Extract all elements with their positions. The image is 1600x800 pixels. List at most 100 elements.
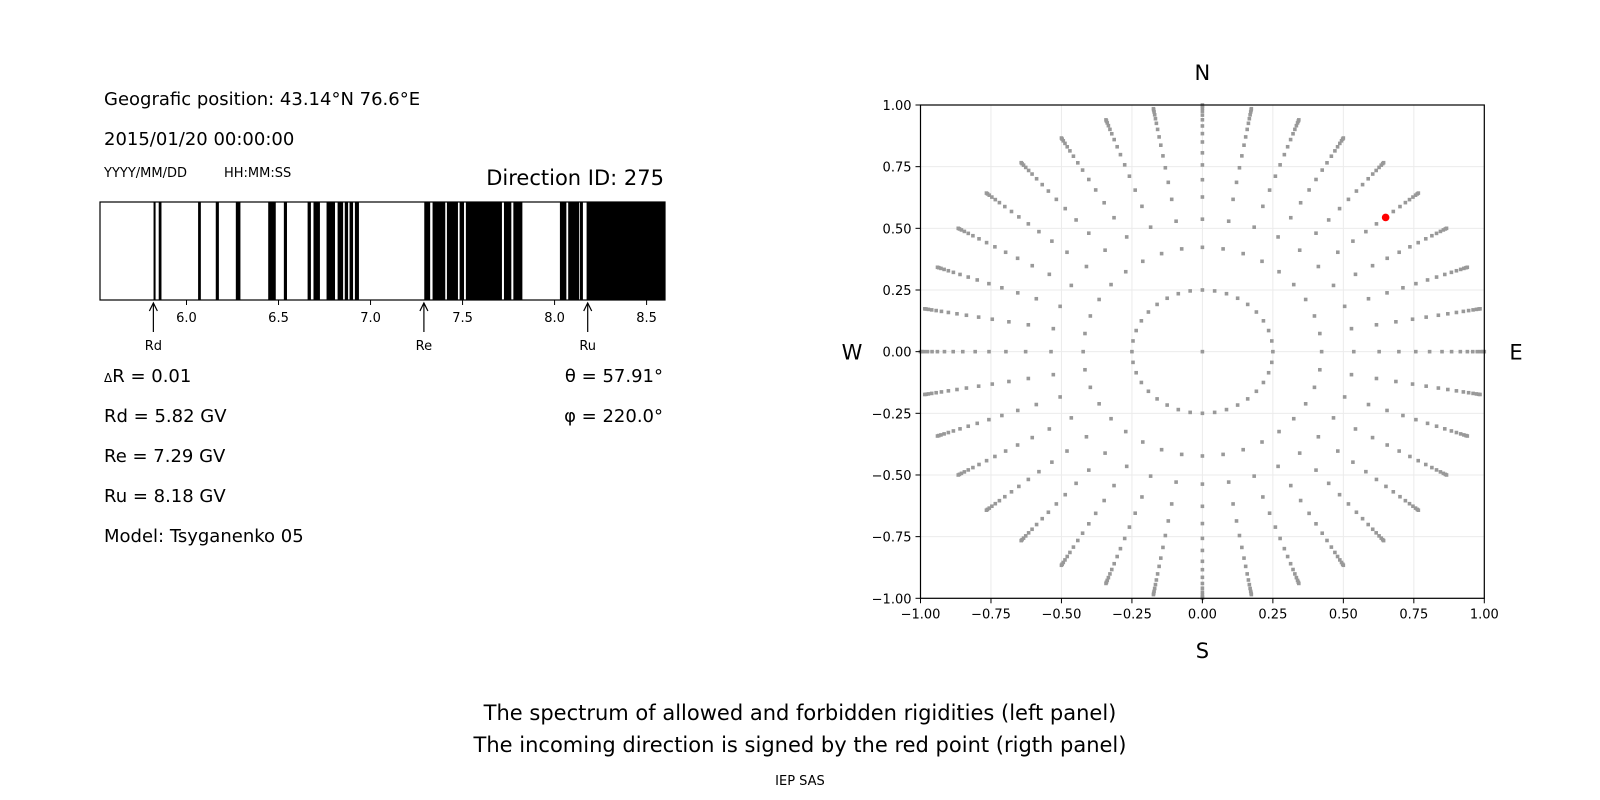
direction-point [1312, 385, 1317, 390]
marker-label: Ru [579, 339, 596, 354]
direction-point [1245, 127, 1249, 132]
direction-point [977, 462, 981, 467]
direction-point [1316, 434, 1321, 439]
direction-point [1436, 386, 1441, 390]
direction-point [1325, 161, 1329, 165]
direction-point [1166, 180, 1171, 185]
direction-point [1224, 407, 1229, 412]
compass-east: E [1509, 341, 1522, 365]
direction-point [1047, 427, 1052, 431]
direction-point [1155, 127, 1160, 132]
direction-point [990, 382, 995, 386]
direction-point [1312, 314, 1317, 318]
direction-point [1157, 135, 1161, 139]
direction-point [987, 417, 991, 422]
direction-point [1241, 447, 1245, 452]
direction-point [1335, 145, 1340, 149]
x-tick-label: 7.0 [360, 311, 381, 326]
forbidden-band [235, 202, 241, 300]
direction-point [1377, 349, 1381, 354]
direction-point [1278, 163, 1282, 167]
direction-point [1471, 308, 1475, 312]
direction-point [1397, 250, 1401, 255]
direction-point [1086, 468, 1091, 472]
time-format-label: HH:MM:SS [224, 166, 291, 181]
direction-point [1200, 567, 1205, 572]
direction-point [1294, 575, 1299, 580]
direction-point [1458, 432, 1463, 436]
delta-r: ΔR = 0.01 [104, 366, 191, 387]
direction-point [1266, 328, 1271, 333]
direction-point [935, 265, 940, 270]
direction-point [1231, 502, 1235, 506]
x-tick-label: 0.75 [1399, 607, 1428, 622]
direction-point [1442, 272, 1447, 277]
direction-point [997, 498, 1002, 503]
direction-point [1093, 188, 1098, 192]
direction-point [1069, 416, 1074, 420]
direction-point [1288, 137, 1293, 142]
direction-point [993, 245, 997, 249]
direction-point [956, 473, 961, 477]
direction-point [925, 349, 930, 354]
direction-point [966, 231, 971, 236]
direction-point [1105, 578, 1110, 583]
direction-point [1063, 206, 1068, 211]
direction-point [1030, 435, 1035, 440]
direction-point [1360, 516, 1365, 521]
direction-point [1200, 454, 1205, 458]
direction-point [1441, 471, 1446, 476]
direction-point [1112, 137, 1116, 142]
direction-point [1307, 188, 1311, 192]
direction-point [1466, 308, 1471, 313]
direction-point [1155, 302, 1159, 307]
y-tick-label: −1.00 [872, 592, 912, 607]
direction-point [1438, 229, 1443, 234]
direction-point [1103, 451, 1107, 455]
direction-point [1403, 498, 1408, 503]
y-tick-label: −0.75 [872, 531, 912, 546]
forbidden-band [354, 202, 359, 300]
direction-point [1291, 567, 1295, 572]
y-tick-label: 0.00 [883, 346, 912, 361]
direction-point [934, 308, 938, 313]
direction-point [990, 504, 994, 509]
direction-point [1329, 545, 1334, 549]
direction-point [1478, 307, 1482, 311]
direction-point [1237, 165, 1242, 170]
forbidden-band [568, 202, 580, 300]
direction-point [1009, 209, 1014, 214]
x-tick-label: −1.00 [901, 607, 941, 622]
direction-point [1109, 131, 1114, 136]
direction-point [1282, 152, 1287, 157]
direction-point [1030, 172, 1034, 176]
direction-point [1040, 182, 1045, 187]
direction-point [1342, 395, 1347, 399]
direction-point [1291, 282, 1296, 287]
direction-point [1200, 288, 1205, 292]
direction-point [984, 191, 989, 195]
direction-point [956, 226, 961, 231]
direction-point [990, 317, 995, 322]
direction-point [1200, 124, 1205, 128]
direction-point [1314, 177, 1318, 182]
direction-point [1353, 427, 1358, 431]
direction-point [951, 429, 956, 433]
direction-point [1200, 106, 1205, 111]
direction-point [1200, 163, 1205, 167]
direction-point [1374, 168, 1378, 173]
direction-point [1188, 289, 1192, 293]
direction-point [1374, 376, 1379, 381]
direction-point [1200, 581, 1205, 586]
marker-label: Re [416, 339, 432, 354]
direction-point [1331, 283, 1336, 288]
direction-point [1200, 575, 1205, 580]
direction-point [964, 386, 969, 390]
direction-point [1374, 322, 1379, 327]
direction-scatter-plot: −1.00−1.00 −0.75 −0.75 −0.50 −0.50 −0.25 −0.25… [842, 61, 1523, 663]
direction-point [1246, 121, 1251, 126]
direction-point [1282, 546, 1287, 551]
direction-point [1234, 519, 1239, 523]
direction-point [1410, 317, 1415, 322]
direction-point [1276, 464, 1280, 469]
